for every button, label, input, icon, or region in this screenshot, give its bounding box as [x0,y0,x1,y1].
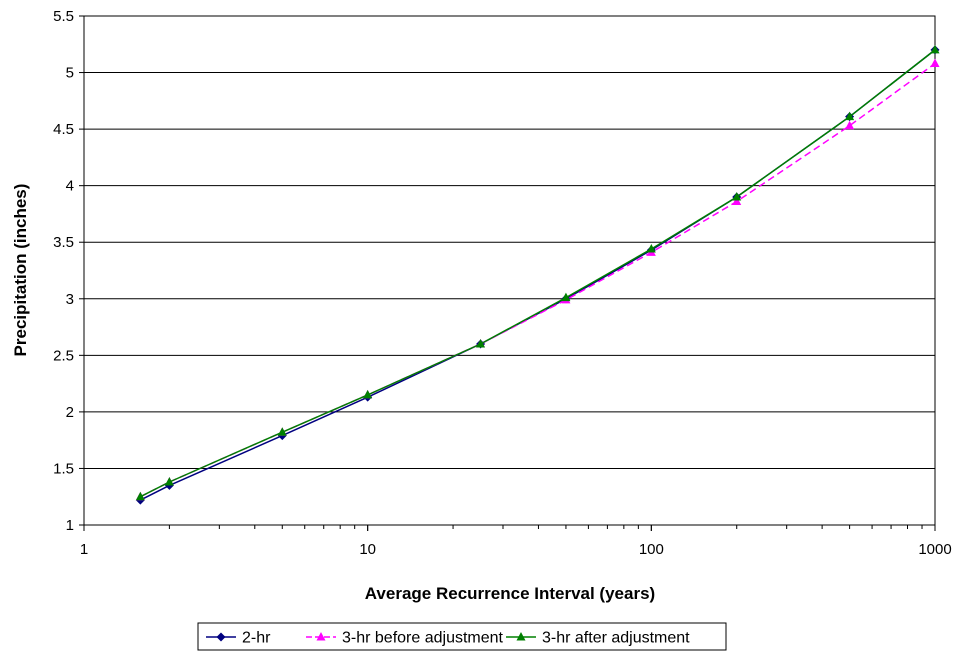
y-tick-label-8: 5 [66,65,74,82]
y-tick-label-2: 2 [66,404,74,421]
legend-label-2: 3-hr after adjustment [542,630,690,647]
y-tick-label-6: 4 [66,178,74,195]
data-point-2-0 [135,491,145,501]
legend-box [197,622,727,651]
data-point-2-3 [363,389,373,399]
series-line-2 [140,49,936,498]
x-tick-labels: 1 10 100 1000 [80,541,952,558]
axes [79,15,936,531]
legend-marker-1 [316,632,326,641]
data-point-1-8 [845,120,855,130]
legend-label-0: 2-hr [242,630,271,647]
legend-item-2: 3-hr after adjustment [506,630,690,647]
data-point-2-9 [930,44,940,54]
data-point-1-9 [930,58,940,68]
y-tick-labels: 1 1.5 2 2.5 3 3.5 4 4.5 5 5.5 [53,8,74,534]
y-tick-label-1: 1.5 [53,460,74,477]
series-layer [135,44,940,505]
x-tick-label-3: 1000 [918,541,951,558]
legend-item-1: 3-hr before adjustment [306,630,504,647]
legend-label-1: 3-hr before adjustment [342,630,504,647]
data-point-2-6 [646,244,656,253]
x-tick-label-0: 1 [80,541,88,558]
y-tick-label-5: 3.5 [53,234,74,251]
x-tick-label-2: 100 [639,541,664,558]
data-point-2-8 [845,111,855,121]
data-point-1-7 [732,196,742,206]
series-2 [135,44,940,501]
plot-frame [83,15,936,526]
y-tick-label-0: 1 [66,517,74,534]
data-point-2-5 [561,292,571,302]
data-point-2-1 [164,477,174,486]
x-axis-title: Average Recurrence Interval (years) [365,584,655,603]
y-tick-label-3: 2.5 [53,347,74,364]
data-point-2-7 [732,191,742,201]
x-tick-label-1: 10 [359,541,376,558]
legend-marker-0 [216,632,226,642]
legend-marker-2 [516,632,526,641]
legend: 2-hr 3-hr before adjustment 3-hr after adj… [197,622,727,651]
data-point-2-2 [277,427,287,436]
y-axis-title: Precipitation (inches) [11,184,30,357]
y-tick-label-4: 3 [66,291,74,308]
legend-item-0: 2-hr [206,630,271,647]
data-point-2-4 [476,339,486,348]
y-tick-label-7: 4.5 [53,121,74,138]
plot-area [84,16,935,525]
y-tick-label-9: 5.5 [53,8,74,25]
